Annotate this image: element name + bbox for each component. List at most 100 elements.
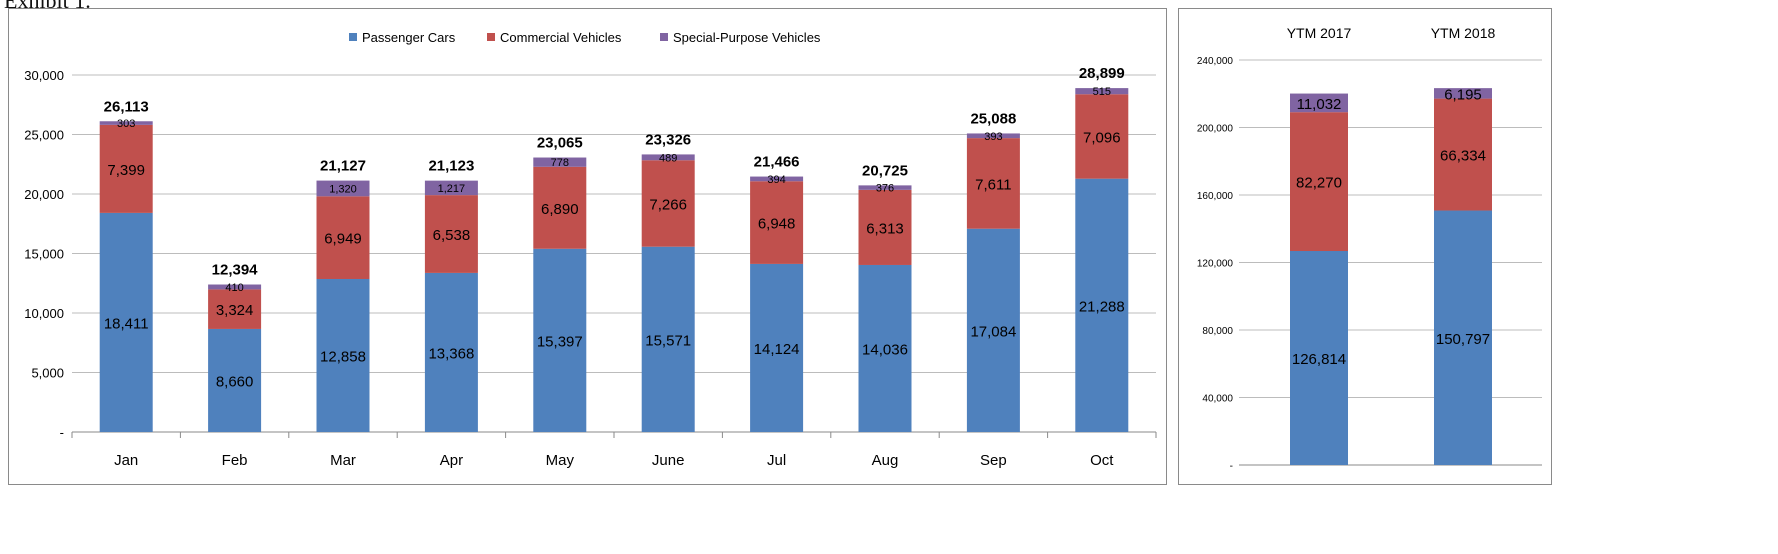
x-category-label: Oct [1090,452,1114,469]
bar-commercial-vehicles-aug [858,189,912,265]
total-label: 28,899 [1079,65,1125,82]
x-category-label: Aug [872,452,899,469]
bar-passenger-cars-feb [208,328,262,432]
bar-commercial-vehicles-feb [208,289,262,329]
data-label-special-purpose-vehicles: 394 [767,174,785,186]
x-category-label: June [652,452,685,469]
bar-commercial-vehicles-oct [1075,94,1129,179]
y-tick-label: 20,000 [24,187,64,202]
bar-commercial-vehicles-sep [966,138,1020,229]
total-label: 12,394 [212,262,259,279]
y-tick-label: 200,000 [1197,124,1234,135]
bar-passenger-cars-oct [1075,178,1129,432]
bar-commercial-vehicles-mar [316,196,370,279]
data-label-passenger-cars: 21,288 [1079,298,1125,315]
data-label-commercial-vehicles: 6,948 [758,216,796,233]
x-category-label: Sep [980,452,1007,469]
bar-passenger-cars-apr [424,272,478,432]
total-label: 25,088 [970,110,1016,127]
x-category-label: YTM 2017 [1287,25,1352,41]
legend-swatch-commercial-vehicles [487,33,495,41]
bar-commercial-vehicles-may [533,166,587,249]
y-tick-label: 120,000 [1197,259,1234,270]
data-label-special-purpose-vehicles: 1,320 [329,183,357,195]
bar-special-purpose-vehicles-june [641,154,695,161]
legend-label-commercial-vehicles: Commercial Vehicles [500,30,622,45]
total-label: 23,065 [537,135,583,152]
x-category-label: Mar [330,452,356,469]
data-label-special-purpose-vehicles: 1,217 [438,183,466,195]
y-tick-label: 25,000 [24,128,64,143]
bar-passenger-cars-jan [99,212,153,432]
y-tick-label: 40,000 [1202,394,1233,405]
y-tick-label: 30,000 [24,68,64,83]
data-label-special-purpose-vehicles: 303 [117,118,135,130]
data-label-passenger-cars: 14,124 [754,341,800,358]
data-label-special-purpose-vehicles: 778 [551,157,569,169]
bar-passenger-cars-ytm-2018 [1434,210,1492,465]
bar-special-purpose-vehicles-ytm-2017 [1290,93,1348,113]
bar-special-purpose-vehicles-mar [316,180,370,197]
total-label: 21,123 [428,158,474,175]
data-label-special-purpose-vehicles: 410 [225,282,243,294]
bar-passenger-cars-sep [966,228,1020,432]
bar-commercial-vehicles-june [641,160,695,247]
x-category-label: Jul [767,452,786,469]
data-label-special-purpose-vehicles: 376 [876,183,894,195]
data-label-passenger-cars: 13,368 [428,345,474,362]
data-label-passenger-cars: 17,084 [970,323,1016,340]
data-label-passenger-cars: 8,660 [216,373,254,390]
data-label-passenger-cars: 150,797 [1436,331,1490,348]
bar-special-purpose-vehicles-aug [858,185,912,190]
bar-special-purpose-vehicles-apr [424,180,478,196]
x-category-label: May [546,452,575,469]
bar-passenger-cars-may [533,248,587,432]
total-label: 21,466 [754,154,800,171]
total-label: 23,326 [645,131,691,148]
data-label-special-purpose-vehicles: 393 [984,131,1002,143]
legend-label-special-purpose-vehicles: Special-Purpose Vehicles [673,30,821,45]
data-label-commercial-vehicles: 7,611 [975,176,1011,193]
y-tick-label: 15,000 [24,247,64,262]
data-label-passenger-cars: 15,397 [537,333,583,350]
legend-swatch-special-purpose-vehicles [660,33,668,41]
bar-commercial-vehicles-ytm-2018 [1434,98,1492,211]
data-label-commercial-vehicles: 82,270 [1296,175,1342,192]
bar-commercial-vehicles-jan [99,124,153,213]
monthly-stacked-bar-chart: - 5,000 10,000 15,000 20,000 25,000 30,000 18,4… [24,30,1157,469]
data-label-passenger-cars: 14,036 [862,341,908,358]
data-label-commercial-vehicles: 6,890 [541,201,579,218]
total-label: 20,725 [862,162,908,179]
x-category-label: Apr [440,452,463,469]
y-tick-label: - [60,425,64,440]
y-tick-label: 240,000 [1197,56,1234,67]
bar-passenger-cars-mar [316,278,370,432]
data-label-commercial-vehicles: 7,096 [1083,129,1121,146]
ytm-stacked-bar-chart: - 40,000 80,000 120,000 160,000 200,000 240,00… [1197,25,1542,472]
monthly-chart-panel: - 5,000 10,000 15,000 20,000 25,000 30,000 18,4… [8,8,1167,485]
data-label-special-purpose-vehicles: 6,195 [1444,86,1482,103]
y-tick-label: 10,000 [24,306,64,321]
data-label-commercial-vehicles: 6,949 [324,231,362,248]
data-label-special-purpose-vehicles: 515 [1093,86,1111,98]
data-label-commercial-vehicles: 66,334 [1440,148,1486,165]
data-label-commercial-vehicles: 6,538 [433,227,471,244]
bar-passenger-cars-june [641,246,695,432]
data-label-commercial-vehicles: 7,399 [107,162,145,179]
bar-special-purpose-vehicles-feb [208,284,262,290]
total-label: 21,127 [320,158,366,175]
data-label-passenger-cars: 126,814 [1292,351,1346,368]
data-label-special-purpose-vehicles: 11,032 [1297,96,1342,113]
bar-passenger-cars-aug [858,264,912,432]
bar-special-purpose-vehicles-may [533,157,587,167]
data-label-passenger-cars: 12,858 [320,348,366,365]
legend-label-passenger-cars: Passenger Cars [362,30,456,45]
data-label-commercial-vehicles: 6,313 [866,220,904,237]
bar-commercial-vehicles-jul [750,181,804,264]
legend-swatch-passenger-cars [349,33,357,41]
data-label-special-purpose-vehicles: 489 [659,152,677,164]
x-category-label: YTM 2018 [1431,25,1496,41]
data-label-commercial-vehicles: 3,324 [216,302,254,319]
y-tick-label: 5,000 [31,366,64,381]
bar-special-purpose-vehicles-oct [1075,88,1129,95]
